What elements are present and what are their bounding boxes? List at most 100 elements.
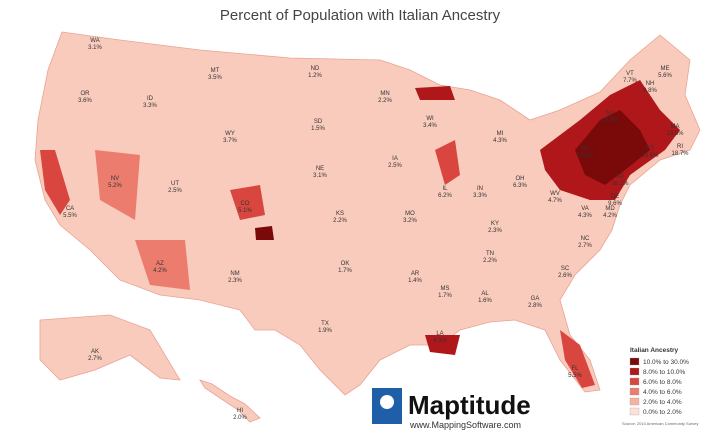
state-abbr: SC [561,266,570,272]
state-value: 9.6% [608,201,622,207]
state-label: ND1.2% [308,66,322,79]
state-value: 13.5% [666,131,684,137]
state-abbr: CO [241,201,250,207]
state-label: ID3.3% [143,96,157,109]
state-value: 3.3% [143,103,157,109]
state-abbr: LA [436,331,443,337]
state-label: VT7.7% [623,71,637,84]
state-abbr: CA [66,206,74,212]
state-abbr: NJ [616,174,623,180]
alaska [39,314,181,381]
state-abbr: UT [171,181,179,187]
state-value: 1.7% [438,293,452,299]
state-value: 9.8% [643,88,657,94]
state-abbr: IA [392,156,398,162]
shade-colorado [230,185,265,220]
shade-colorado-core [255,226,274,240]
state-label: AR1.4% [408,271,422,284]
state-label: MI4.3% [493,131,507,144]
state-value: 3.4% [423,123,437,129]
legend-label: 4.0% to 6.0% [643,389,682,396]
state-label: CO5.1% [238,201,252,214]
state-abbr: MT [211,68,220,74]
state-abbr: VA [581,206,589,212]
shade-michigan [415,86,455,100]
state-abbr: MI [497,131,504,137]
state-abbr: OK [341,261,350,267]
state-value: 4.2% [603,213,617,219]
legend-swatch [629,397,640,406]
state-abbr: OH [516,176,525,182]
state-value: 6.3% [513,183,527,189]
state-value: 1.6% [478,298,492,304]
state-abbr: AK [91,349,99,355]
state-abbr: NY [606,111,614,117]
shade-louisiana [425,335,460,355]
legend-label: 10.0% to 30.0% [643,359,689,366]
state-label: AZ4.2% [153,261,167,274]
state-label: AL1.6% [478,291,492,304]
state-label: NE3.1% [313,166,327,179]
state-label: KS2.2% [333,211,347,224]
state-value: 7.7% [623,78,637,84]
state-label: ME5.6% [658,66,672,79]
state-label: IN3.3% [473,186,487,199]
state-value: 3.5% [208,75,222,81]
state-value: 1.5% [311,126,325,132]
state-abbr: RI [677,144,683,150]
state-value: 4.3% [578,213,592,219]
state-value: 5.5% [63,213,77,219]
legend-swatch [629,407,640,416]
state-label: OH6.3% [513,176,527,189]
state-value: 3.6% [78,98,92,104]
state-abbr: OR [81,91,91,97]
logo-icon-globe [380,395,394,409]
state-label: TN2.2% [483,251,497,264]
state-abbr: GA [531,296,540,302]
state-value: 2.3% [488,228,502,234]
shade-northeast-core [575,110,650,185]
state-abbr: MS [441,286,450,292]
legend-swatch [629,367,640,376]
shade-great-lakes [435,140,460,185]
state-value: 2.8% [528,303,542,309]
state-abbr: AZ [156,261,164,267]
map-title: Percent of Population with Italian Ances… [220,7,501,24]
legend-label: 8.0% to 10.0% [643,369,685,376]
state-value: 2.0% [233,415,247,421]
state-label: AK2.7% [88,349,102,362]
state-abbr: MO [405,211,415,217]
state-label: NH9.8% [643,81,657,94]
state-value: 2.2% [333,218,347,224]
state-abbr: MA [671,124,680,130]
state-value: 4.7% [548,198,562,204]
state-value: 1.4% [408,278,422,284]
state-value: 2.6% [558,273,572,279]
state-abbr: NH [646,81,655,87]
state-label: MO3.2% [403,211,417,224]
state-label: SD1.5% [311,119,325,132]
state-value: 1.9% [318,328,332,334]
state-label: WV4.7% [548,191,562,204]
state-abbr: TX [321,321,329,327]
state-abbr: NE [316,166,324,172]
state-abbr: PA [581,146,589,152]
state-abbr: NM [230,271,239,277]
state-value: 5.5% [568,373,582,379]
state-value: 3.1% [313,173,327,179]
state-label: KY2.3% [488,221,502,234]
state-value: 5.1% [238,208,252,214]
legend-title: Italian Ancestry [630,347,679,354]
shade-arizona [135,240,190,290]
state-label: WA3.1% [88,38,102,51]
state-value: 3.7% [223,138,237,144]
state-value: 5.2% [108,183,122,189]
state-abbr: MD [605,206,615,212]
us-outline [34,31,701,396]
state-label: VA4.3% [578,206,592,219]
state-label: NV5.2% [108,176,122,189]
